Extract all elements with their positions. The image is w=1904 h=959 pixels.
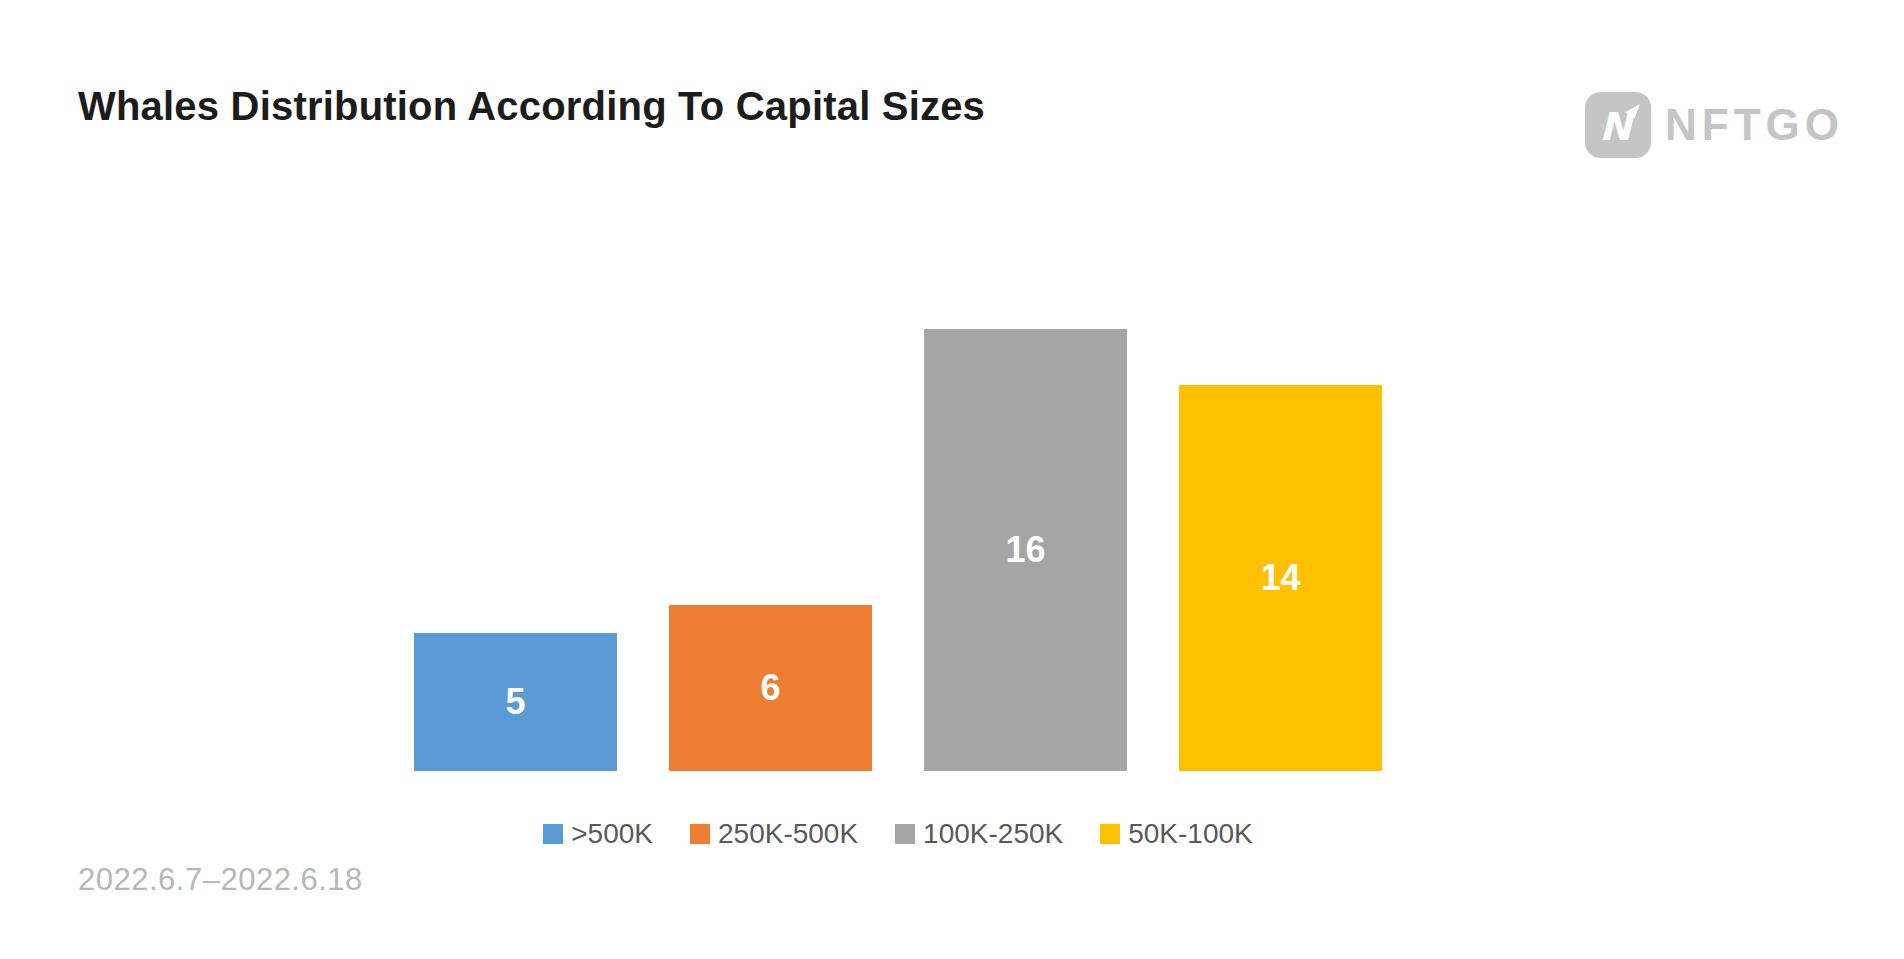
chart-title: Whales Distribution According To Capital… (78, 84, 985, 129)
legend-label: 250K-500K (718, 818, 858, 850)
legend-label: 50K-100K (1128, 818, 1253, 850)
legend-item->500K: >500K (543, 818, 653, 850)
legend-swatch-icon (1100, 824, 1120, 844)
legend-swatch-icon (543, 824, 563, 844)
bar-group: 5 6 16 14 (414, 329, 1382, 771)
bar-50K-100K: 14 (1179, 385, 1382, 771)
legend-label: >500K (571, 818, 653, 850)
date-range-label: 2022.6.7–2022.6.18 (78, 862, 363, 898)
legend-swatch-icon (690, 824, 710, 844)
chart-legend: >500K 250K-500K 100K-250K 50K-100K (414, 818, 1382, 850)
bar-100K-250K: 16 (924, 329, 1127, 771)
nftgo-logo: N NFTGO (1585, 92, 1844, 158)
bar-value-label: 14 (1260, 557, 1300, 599)
chart-card: Whales Distribution According To Capital… (0, 0, 1904, 959)
bar->500K: 5 (414, 633, 617, 771)
legend-swatch-icon (895, 824, 915, 844)
legend-item-50K-100K: 50K-100K (1100, 818, 1253, 850)
legend-item-250K-500K: 250K-500K (690, 818, 858, 850)
bar-250K-500K: 6 (669, 605, 872, 771)
nftgo-logo-icon: N (1585, 92, 1651, 158)
nftgo-logo-text: NFTGO (1665, 103, 1844, 147)
bar-value-label: 16 (1005, 529, 1045, 571)
legend-label: 100K-250K (923, 818, 1063, 850)
bar-value-label: 6 (760, 667, 780, 709)
legend-item-100K-250K: 100K-250K (895, 818, 1063, 850)
bar-value-label: 5 (505, 681, 525, 723)
